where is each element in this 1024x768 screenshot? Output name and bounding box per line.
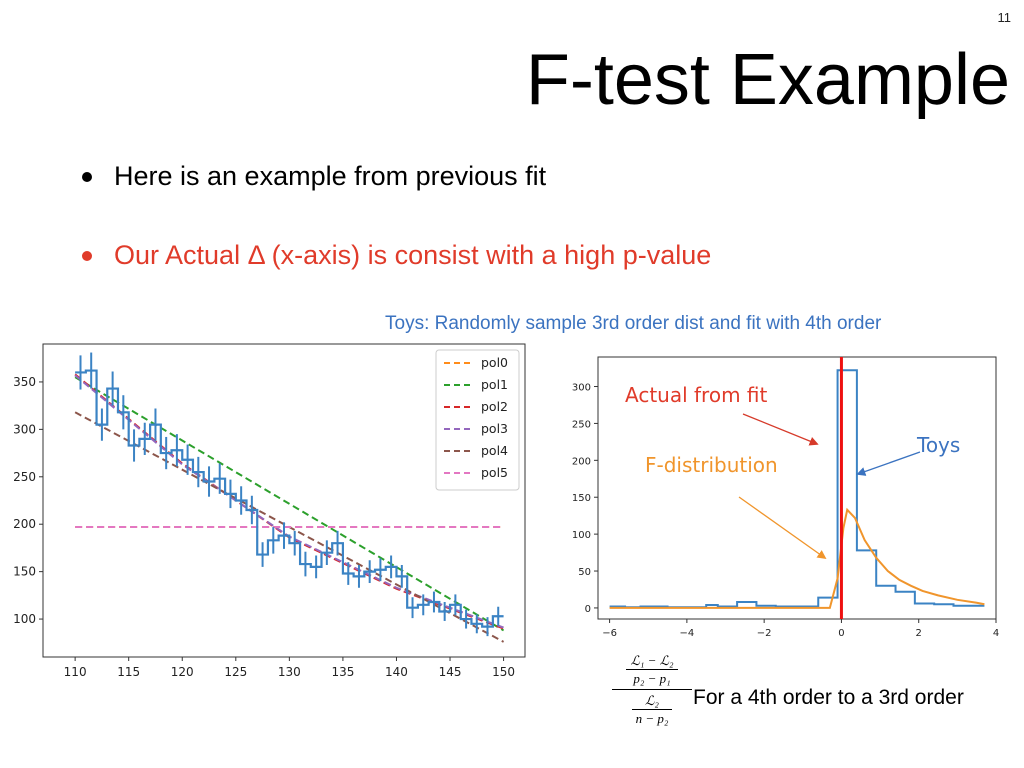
bullet-2: Our Actual Δ (x-axis) is consist with a … [82, 240, 711, 271]
x-tick-label: −6 [602, 628, 617, 639]
toys-histogram [609, 369, 985, 609]
legend-label: pol2 [481, 399, 508, 414]
legend-label: pol5 [481, 465, 508, 480]
ftest-chart-plot: −6 −4 −2 0 2 4 0 50 100 150 200 250 300 Actual from f… [572, 356, 999, 639]
bullet-2-text: Our Actual Δ (x-axis) is consist with a … [114, 240, 712, 270]
legend-label: pol4 [481, 443, 508, 458]
formula-caption: For a 4th order to a 3rd order [693, 686, 964, 709]
y-tick-label: 350 [13, 375, 36, 389]
f-distribution-curve [609, 507, 985, 609]
f-statistic-formula: ℒ₁ − ℒ₂ p₂ − p₁ ℒ₂ n − p₂ [612, 652, 692, 727]
y-tick-label: 150 [572, 493, 591, 504]
x-tick-label: 4 [993, 628, 999, 639]
fit-chart-plot: 110 115 120 125 130 135 140 145 150 100 150 200 250 3… [13, 343, 526, 679]
formula-bottom-numerator: ℒ₂ [645, 693, 659, 708]
annotation-toys: Toys [916, 433, 960, 457]
y-tick-label: 200 [13, 517, 36, 531]
formula-top-numerator: ℒ₁ − ℒ₂ [630, 653, 674, 668]
y-tick-label: 250 [13, 470, 36, 484]
y-tick-label: 200 [572, 456, 591, 467]
y-tick-label: 100 [572, 530, 591, 541]
fit-line-pol1 [74, 376, 505, 632]
x-tick-label: 140 [385, 665, 408, 679]
data-histogram [75, 369, 504, 628]
arrow-toys [856, 451, 921, 476]
x-tick-label: 145 [439, 665, 462, 679]
ftest-plot-frame [597, 356, 997, 620]
formula-top-denominator: p₂ − p₁ [633, 671, 671, 686]
slide-number: 11 [997, 10, 1012, 25]
x-tick-label: 130 [278, 665, 301, 679]
x-tick-label: 135 [331, 665, 354, 679]
x-tick-label: 115 [117, 665, 140, 679]
slide-title: F-test Example [525, 40, 1010, 120]
formula-numerator: ℒ₁ − ℒ₂ p₂ − p₁ [626, 652, 678, 687]
x-tick-label: 125 [224, 665, 247, 679]
bullet-1-text: Here is an example from previous fit [114, 161, 547, 191]
x-tick-label: −2 [757, 628, 772, 639]
y-tick-label: 50 [578, 567, 591, 578]
legend-label: pol1 [481, 377, 508, 392]
formula-denominator: ℒ₂ n − p₂ [631, 692, 673, 727]
x-tick-label: −4 [679, 628, 694, 639]
toys-caption: Toys: Randomly sample 3rd order dist and… [385, 313, 882, 334]
x-tick-label: 150 [492, 665, 515, 679]
y-tick-label: 150 [13, 565, 36, 579]
y-tick-label: 250 [572, 419, 591, 430]
fit-chart: 110 115 120 125 130 135 140 145 150 100 150 200 250 3… [13, 343, 526, 679]
x-tick-label: 110 [64, 665, 87, 679]
y-tick-label: 300 [13, 422, 36, 436]
y-tick-label: 100 [13, 612, 36, 626]
arrow-actual [742, 413, 819, 446]
ftest-chart: −6 −4 −2 0 2 4 0 50 100 150 200 250 300 Actual from f… [572, 356, 999, 639]
formula-bottom-denominator: n − p₂ [635, 711, 669, 726]
bullet-dot-icon [82, 171, 92, 182]
y-tick-label: 300 [572, 383, 591, 394]
fit-plot-frame [42, 343, 526, 658]
legend-label: pol3 [481, 421, 508, 436]
x-tick-label: 2 [916, 628, 922, 639]
annotation-f-distribution: F-distribution [645, 453, 778, 477]
arrow-f-distribution [738, 496, 827, 560]
bullet-dot-icon [82, 250, 92, 261]
x-tick-label: 0 [838, 628, 844, 639]
bullet-1: Here is an example from previous fit [82, 161, 546, 192]
x-tick-label: 120 [171, 665, 194, 679]
legend-label: pol0 [481, 355, 508, 370]
annotation-actual-from-fit: Actual from fit [625, 383, 768, 407]
y-tick-label: 0 [585, 604, 591, 615]
